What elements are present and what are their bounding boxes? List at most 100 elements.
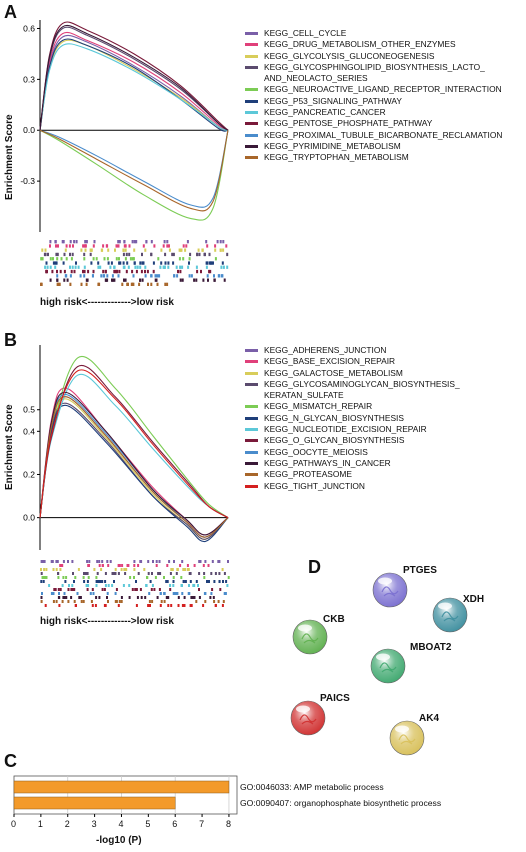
gene-hit-tick [56, 257, 59, 261]
gene-hit-tick [192, 596, 194, 599]
legend-swatch [245, 416, 258, 420]
gene-hit-tick [41, 576, 44, 579]
legend-item: KEGG_NUCLEOTIDE_EXCISION_REPAIR [245, 424, 460, 435]
gene-hit-tick [92, 244, 95, 248]
node-highlight [438, 602, 452, 610]
legend-label: KEGG_OOCYTE_MEIOSIS [264, 446, 368, 457]
gene-hit-tick [63, 592, 66, 595]
gene-hit-tick [159, 592, 162, 595]
gene-hit-tick [99, 265, 102, 269]
gene-hit-tick [62, 261, 65, 265]
gene-hit-tick [114, 600, 117, 603]
gene-hit-tick [183, 604, 186, 607]
gene-hit-tick [124, 572, 127, 575]
gene-hit-tick [216, 240, 219, 244]
gene-hit-tick [86, 588, 89, 591]
gene-hit-tick [123, 240, 126, 244]
gene-hit-tick [95, 584, 98, 587]
gene-hit-tick [205, 240, 208, 244]
gene-hit-tick [83, 274, 86, 278]
gene-hit-tick [115, 600, 118, 603]
gene-hit-tick [172, 252, 175, 257]
gene-hit-tick [135, 269, 138, 274]
gene-hit-tick [198, 252, 201, 257]
gene-hit-tick [115, 588, 118, 591]
gene-hit-tick [195, 265, 198, 269]
gene-hit-tick [82, 600, 85, 603]
gene-hit-tick [40, 580, 43, 583]
legend-label: KEGG_PROTEASOME [264, 469, 352, 480]
gene-hit-tick [92, 269, 95, 274]
node-highlight [296, 705, 310, 713]
gene-hit-tick [70, 257, 73, 261]
gene-hit-tick [87, 576, 90, 579]
gene-hit-tick [135, 240, 138, 244]
gene-hit-tick [141, 278, 144, 282]
x-tick-label: 0 [11, 819, 17, 829]
legend-item: KEGG_PROXIMAL_TUBULE_BICARBONATE_RECLAMA… [245, 130, 502, 141]
gene-hit-tick [217, 274, 220, 278]
legend-label: KEGG_GLYCOLYSIS_GLUCONEOGENESIS [264, 50, 435, 61]
panel-b-risk-label: high risk<------------->low risk [40, 616, 174, 627]
gene-hit-tick [92, 257, 95, 261]
gene-hit-tick [128, 596, 131, 599]
gene-hit-tick [197, 248, 200, 252]
protein-structure-icon [398, 734, 416, 745]
gene-hit-tick [113, 580, 115, 583]
gene-hit-tick [42, 576, 45, 579]
gene-hit-tick [200, 269, 202, 274]
gene-hit-tick [56, 282, 59, 286]
gene-hit-tick [133, 576, 135, 579]
gene-hit-tick [65, 576, 68, 579]
gene-hit-tick [207, 564, 210, 567]
gene-hit-tick [163, 576, 165, 579]
gene-hit-tick [134, 588, 137, 591]
gene-hit-tick [223, 278, 226, 282]
gene-hit-tick [73, 240, 76, 244]
gene-hit-tick [106, 596, 108, 599]
gene-hit-tick [118, 564, 121, 567]
legend-swatch [245, 65, 258, 69]
gene-hit-tick [57, 588, 60, 591]
gene-hit-tick [122, 584, 125, 587]
gene-hit-tick [155, 278, 158, 282]
node-label-ckb: CKB [323, 614, 345, 625]
gene-hit-tick [52, 261, 55, 265]
protein-structure-icon [299, 714, 317, 725]
panel-c-xlabel: -log10 (P) [96, 835, 142, 846]
gene-hit-tick [117, 274, 120, 278]
gene-hit-tick [158, 560, 161, 563]
gene-hit-tick [210, 261, 213, 265]
gene-hit-tick [184, 248, 187, 252]
gene-hit-tick [187, 568, 190, 571]
gene-hit-tick [162, 244, 165, 248]
legend-item: KEGG_NEUROACTIVE_LIGAND_RECEPTOR_INTERAC… [245, 84, 502, 95]
gene-hit-tick [155, 564, 158, 567]
gene-hit-tick [107, 564, 110, 567]
gene-hit-tick [49, 257, 52, 261]
gene-hit-tick [83, 265, 86, 269]
legend-label: KEGG_CELL_CYCLE [264, 28, 347, 38]
legend-label: KEGG_GLYCOSPHINGOLIPID_BIOSYNTHESIS_LACT… [264, 61, 485, 84]
gene-hit-tick [179, 269, 182, 274]
gene-hit-tick [99, 580, 102, 583]
es-curve [39, 38, 229, 132]
gene-hit-tick [154, 274, 157, 278]
es-curve [39, 129, 229, 212]
gene-hit-tick [122, 248, 125, 252]
gene-hit-tick [148, 600, 151, 603]
gene-hit-tick [113, 269, 116, 274]
gene-hit-tick [40, 572, 43, 575]
gene-hit-tick [145, 240, 148, 244]
x-tick-label: 7 [199, 819, 205, 829]
legend-item: KEGG_PANCREATIC_CANCER [245, 107, 502, 118]
gene-hit-tick [62, 576, 65, 579]
legend-item: KEGG_BASE_EXCISION_REPAIR [245, 356, 460, 367]
es-curve [39, 34, 229, 131]
gene-hit-tick [157, 257, 160, 261]
gene-hit-tick [206, 261, 209, 265]
gene-hit-tick [195, 278, 198, 282]
legend-item: KEGG_ADHERENS_JUNCTION [245, 345, 460, 356]
gene-hit-tick [40, 600, 43, 603]
gene-hit-tick [190, 604, 193, 607]
